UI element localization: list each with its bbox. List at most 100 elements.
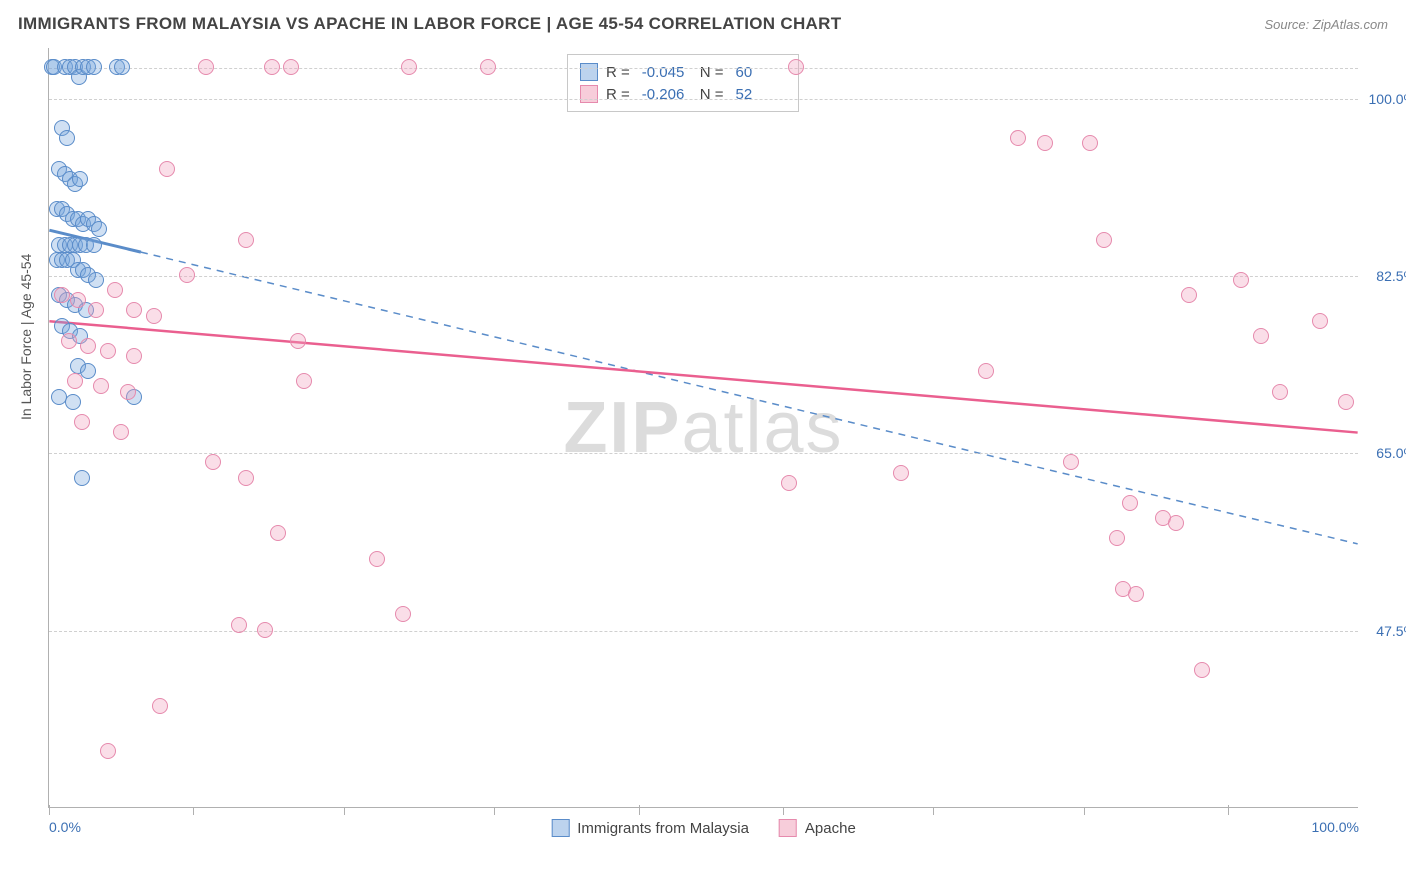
data-point	[146, 308, 162, 324]
legend-r-label: R =	[606, 64, 630, 81]
data-point	[126, 302, 142, 318]
data-point	[70, 292, 86, 308]
data-point	[401, 59, 417, 75]
series-legend: Immigrants from Malaysia Apache	[551, 819, 856, 837]
xtick	[49, 805, 50, 815]
legend-r-value: -0.045	[642, 64, 692, 81]
gridline	[49, 99, 1358, 100]
data-point	[238, 470, 254, 486]
data-point	[67, 373, 83, 389]
legend-swatch	[580, 63, 598, 81]
data-point	[893, 465, 909, 481]
data-point	[788, 59, 804, 75]
series-legend-label: Immigrants from Malaysia	[577, 820, 749, 837]
data-point	[74, 414, 90, 430]
data-point	[264, 59, 280, 75]
xtick	[783, 808, 784, 815]
data-point	[395, 606, 411, 622]
series-legend-item: Immigrants from Malaysia	[551, 819, 749, 837]
data-point	[80, 363, 96, 379]
plot-area: ZIPatlas R =-0.045N =60R =-0.206N =52 47…	[48, 48, 1358, 808]
data-point	[1253, 328, 1269, 344]
header: IMMIGRANTS FROM MALAYSIA VS APACHE IN LA…	[18, 14, 1388, 34]
data-point	[59, 130, 75, 146]
data-point	[1168, 515, 1184, 531]
data-point	[1096, 232, 1112, 248]
data-point	[257, 622, 273, 638]
data-point	[1010, 130, 1026, 146]
data-point	[126, 348, 142, 364]
legend-n-label: N =	[700, 86, 724, 103]
y-axis-label: In Labor Force | Age 45-54	[18, 254, 34, 420]
ytick-label: 82.5%	[1361, 268, 1406, 284]
legend-r-value: -0.206	[642, 86, 692, 103]
data-point	[1233, 272, 1249, 288]
gridline	[49, 68, 1358, 69]
legend-swatch	[580, 85, 598, 103]
legend-swatch	[779, 819, 797, 837]
xtick	[193, 808, 194, 815]
data-point	[1272, 384, 1288, 400]
data-point	[100, 343, 116, 359]
data-point	[231, 617, 247, 633]
source-label: Source: ZipAtlas.com	[1264, 17, 1388, 32]
ytick-label: 100.0%	[1361, 91, 1406, 107]
data-point	[1122, 495, 1138, 511]
chart-title: IMMIGRANTS FROM MALAYSIA VS APACHE IN LA…	[18, 14, 841, 34]
data-point	[369, 551, 385, 567]
xtick	[639, 805, 640, 815]
legend-n-value: 60	[736, 64, 786, 81]
data-point	[54, 287, 70, 303]
data-point	[93, 378, 109, 394]
gridline	[49, 453, 1358, 454]
data-point	[65, 394, 81, 410]
data-point	[113, 424, 129, 440]
chart-container: IMMIGRANTS FROM MALAYSIA VS APACHE IN LA…	[0, 0, 1406, 892]
data-point	[1037, 135, 1053, 151]
xtick	[1084, 808, 1085, 815]
xtick	[344, 808, 345, 815]
data-point	[86, 237, 102, 253]
data-point	[88, 302, 104, 318]
data-point	[91, 221, 107, 237]
data-point	[1082, 135, 1098, 151]
legend-row: R =-0.045N =60	[580, 61, 786, 83]
data-point	[61, 333, 77, 349]
data-point	[88, 272, 104, 288]
data-point	[80, 338, 96, 354]
data-point	[114, 59, 130, 75]
data-point	[781, 475, 797, 491]
data-point	[86, 59, 102, 75]
xtick	[494, 808, 495, 815]
data-point	[107, 282, 123, 298]
data-point	[1063, 454, 1079, 470]
data-point	[1181, 287, 1197, 303]
data-point	[480, 59, 496, 75]
data-point	[290, 333, 306, 349]
data-point	[1312, 313, 1328, 329]
gridline	[49, 276, 1358, 277]
legend-row: R =-0.206N =52	[580, 83, 786, 105]
data-point	[198, 59, 214, 75]
legend-swatch	[551, 819, 569, 837]
correlation-legend: R =-0.045N =60R =-0.206N =52	[567, 54, 799, 112]
gridline	[49, 631, 1358, 632]
data-point	[1128, 586, 1144, 602]
data-point	[270, 525, 286, 541]
data-point	[74, 470, 90, 486]
data-point	[179, 267, 195, 283]
xtick-label: 100.0%	[1312, 819, 1359, 835]
xtick-label: 0.0%	[49, 819, 81, 835]
data-point	[100, 743, 116, 759]
trend-lines-layer	[49, 48, 1358, 807]
xtick	[1228, 805, 1229, 815]
data-point	[120, 384, 136, 400]
data-point	[978, 363, 994, 379]
legend-r-label: R =	[606, 86, 630, 103]
ytick-label: 65.0%	[1361, 445, 1406, 461]
data-point	[205, 454, 221, 470]
data-point	[1109, 530, 1125, 546]
series-legend-label: Apache	[805, 820, 856, 837]
data-point	[296, 373, 312, 389]
data-point	[1194, 662, 1210, 678]
